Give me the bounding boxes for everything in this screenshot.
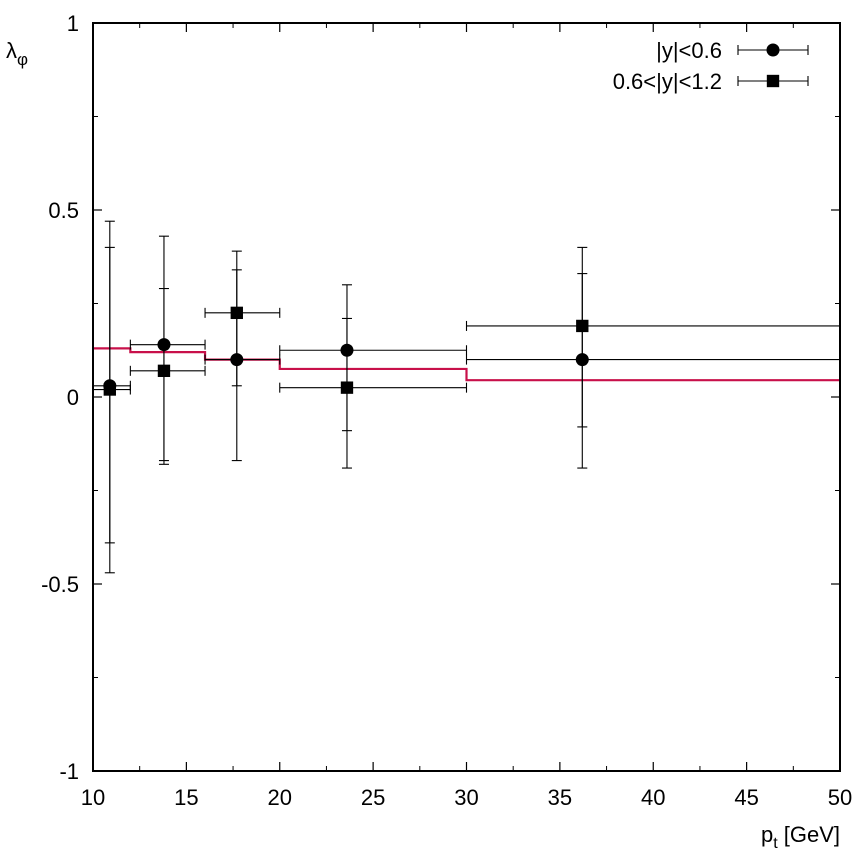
data-point-square bbox=[766, 74, 780, 88]
x-tick-label: 45 bbox=[734, 785, 758, 810]
data-point-square bbox=[157, 364, 171, 377]
x-tick-label: 40 bbox=[641, 785, 665, 810]
legend-entry: |y|<0.6 bbox=[656, 38, 809, 63]
y-axis-title-sub: φ bbox=[17, 50, 28, 69]
data-point-square bbox=[576, 319, 589, 333]
data-point-square bbox=[230, 306, 243, 320]
data-point-circle bbox=[766, 43, 780, 57]
data-series bbox=[92, 220, 841, 574]
y-tick-label: 0.5 bbox=[48, 198, 79, 223]
legend-label: 0.6<|y|<1.2 bbox=[613, 69, 722, 94]
x-tick-label: 35 bbox=[548, 785, 572, 810]
axis-ticks bbox=[92, 22, 841, 772]
y-axis-title: λφ bbox=[6, 38, 28, 69]
x-axis-title-sub: t bbox=[773, 835, 778, 852]
x-axis-title-unit: [GeV] bbox=[778, 822, 840, 847]
series-squares bbox=[92, 220, 841, 574]
legend-label: |y|<0.6 bbox=[656, 38, 722, 63]
x-tick-label: 30 bbox=[454, 785, 478, 810]
y-tick-label: 1 bbox=[67, 11, 79, 36]
x-axis-title: pt [GeV] bbox=[761, 822, 840, 852]
x-tick-label: 20 bbox=[268, 785, 292, 810]
x-tick-label: 50 bbox=[828, 785, 852, 810]
tick-labels: 10 15 20 25 30 35 40 45 50 -1 -0.5 0 0.5 1 bbox=[41, 11, 852, 810]
y-tick-label: -0.5 bbox=[41, 572, 79, 597]
y-axis-title-main: λ bbox=[6, 38, 17, 63]
legend-entry: 0.6<|y|<1.2 bbox=[613, 69, 809, 94]
x-tick-label: 15 bbox=[174, 785, 198, 810]
x-tick-label: 25 bbox=[361, 785, 385, 810]
legend: |y|<0.6 0.6<|y|<1.2 bbox=[613, 38, 809, 94]
x-axis-title-main: p bbox=[761, 822, 773, 847]
plot-frame bbox=[92, 22, 841, 772]
data-point-square bbox=[340, 381, 354, 394]
y-tick-label: -1 bbox=[59, 759, 79, 784]
data-point-square bbox=[103, 383, 116, 396]
y-tick-label: 0 bbox=[67, 385, 79, 410]
x-tick-label: 10 bbox=[81, 785, 105, 810]
